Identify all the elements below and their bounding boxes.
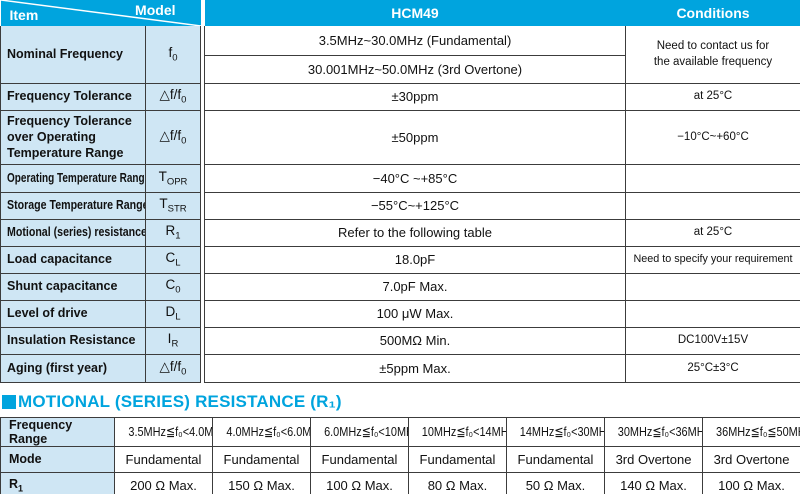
- mode-cell: 3rd Overtone: [604, 445, 703, 473]
- item-label: Aging (first year): [0, 353, 146, 383]
- model-header-label: Model: [135, 2, 176, 18]
- spec-row-operating-temp: Operating Temperature Range TOPR −40°C ~…: [0, 163, 800, 193]
- value-fundamental-range: 3.5MHz~30.0MHz (Fundamental): [204, 26, 626, 56]
- range-cell: 4.0MHz≦f₀<6.0MHz: [212, 416, 311, 447]
- symbol-cl: CL: [145, 245, 201, 274]
- mode-row: Mode Fundamental Fundamental Fundamental…: [0, 445, 800, 473]
- symbol-ir: IR: [145, 326, 201, 355]
- item-header-label: Item: [9, 7, 39, 23]
- value-cell: 18.0pF: [204, 245, 626, 274]
- item-label: Level of drive: [0, 299, 146, 328]
- mode-cell: Fundamental: [310, 445, 409, 473]
- item-model-header-cell: Item Model: [0, 0, 201, 26]
- symbol-df-f0: △f/f0: [145, 109, 201, 165]
- symbol-tstr: TSTR: [145, 191, 201, 220]
- value-cell: ±50ppm: [204, 109, 626, 165]
- value-cell: 100 μW Max.: [204, 299, 626, 328]
- header-gap: [200, 0, 205, 26]
- symbol-dl: DL: [145, 299, 201, 328]
- spec-header-row: Item Model HCM49 Conditions: [0, 0, 800, 26]
- item-label: Shunt capacitance: [0, 272, 146, 301]
- spec-row-aging: Aging (first year) △f/f0 ±5ppm Max. 25°C…: [0, 353, 800, 383]
- value-cell: Refer to the following table: [204, 218, 626, 247]
- symbol-c0: C0: [145, 272, 201, 301]
- product-header: HCM49: [204, 0, 626, 26]
- mode-cell: 3rd Overtone: [702, 445, 800, 473]
- item-label: Nominal Frequency: [0, 26, 146, 84]
- section-title: MOTIONAL (SERIES) RESISTANCE (R₁): [18, 391, 342, 411]
- r1-cell: 140 Ω Max.: [604, 471, 703, 494]
- item-label: Insulation Resistance: [0, 326, 146, 355]
- item-label: Frequency Tolerance: [0, 82, 146, 111]
- diagonal-divider-icon: [0, 0, 201, 26]
- range-cell: 36MHz≦f₀≦50MHz: [702, 416, 800, 447]
- spec-row-storage-temp: Storage Temperature Range TSTR −55°C~+12…: [0, 191, 800, 220]
- item-label: Load capacitance: [0, 245, 146, 274]
- symbol-r1: R1: [145, 218, 201, 247]
- item-label: Storage Temperature Range: [0, 191, 146, 220]
- spec-row-insulation-resistance: Insulation Resistance IR 500MΩ Min. DC10…: [0, 326, 800, 355]
- mode-cell: Fundamental: [114, 445, 213, 473]
- frequency-range-row: Frequency Range 3.5MHz≦f₀<4.0MHz 4.0MHz≦…: [0, 416, 800, 447]
- value-cell: −40°C ~+85°C: [204, 163, 626, 193]
- item-label: Operating Temperature Range: [0, 163, 146, 193]
- spec-row-motional-resistance: Motional (series) resistance R1 Refer to…: [0, 218, 800, 247]
- condition-cell: at 25°C: [625, 218, 800, 247]
- motional-resistance-table: Frequency Range 3.5MHz≦f₀<4.0MHz 4.0MHz≦…: [0, 416, 800, 494]
- value-cell: ±5ppm Max.: [204, 353, 626, 383]
- condition-cell: Need to specify your requirement: [625, 245, 800, 274]
- range-cell: 30MHz≦f₀<36MHz: [604, 416, 703, 447]
- value-cell: 7.0pF Max.: [204, 272, 626, 301]
- column-gap: [200, 26, 205, 83]
- mode-cell: Fundamental: [212, 445, 311, 473]
- item-label: Frequency Tolerance over Operating Tempe…: [0, 109, 146, 165]
- condition-cell: [625, 191, 800, 220]
- r1-cell: 100 Ω Max.: [702, 471, 800, 494]
- spec-row-tolerance-over-temp: Frequency Tolerance over Operating Tempe…: [0, 109, 800, 165]
- condition-nominal: Need to contact us for the available fre…: [625, 26, 800, 84]
- spec-row-nominal-frequency: Nominal Frequency f0 3.5MHz~30.0MHz (Fun…: [0, 26, 800, 84]
- condition-cell: −10°C~+60°C: [625, 109, 800, 165]
- condition-cell: [625, 299, 800, 328]
- value-cell: ±30ppm: [204, 82, 626, 111]
- range-cell: 14MHz≦f₀<30MHz: [506, 416, 605, 447]
- spec-row-level-of-drive: Level of drive DL 100 μW Max.: [0, 299, 800, 328]
- condition-cell: DC100V±15V: [625, 326, 800, 355]
- section-marker-icon: [2, 394, 16, 409]
- value-overtone-range: 30.001MHz~50.0MHz (3rd Overtone): [204, 54, 626, 84]
- conditions-header: Conditions: [625, 0, 800, 26]
- range-cell: 3.5MHz≦f₀<4.0MHz: [114, 416, 213, 447]
- symbol-df-f0: △f/f0: [145, 353, 201, 383]
- value-cell: 500MΩ Min.: [204, 326, 626, 355]
- r1-label: R1: [0, 471, 115, 494]
- symbol-topr: TOPR: [145, 163, 201, 193]
- spec-row-shunt-capacitance: Shunt capacitance C0 7.0pF Max.: [0, 272, 800, 301]
- range-cell: 6.0MHz≦f₀<10MHz: [310, 416, 409, 447]
- mode-cell: Fundamental: [506, 445, 605, 473]
- r1-cell: 100 Ω Max.: [310, 471, 409, 494]
- section-heading: MOTIONAL (SERIES) RESISTANCE (R₁): [2, 391, 800, 413]
- condition-cell: 25°C±3°C: [625, 353, 800, 383]
- spec-row-load-capacitance: Load capacitance CL 18.0pF Need to speci…: [0, 245, 800, 274]
- spec-row-frequency-tolerance: Frequency Tolerance △f/f0 ±30ppm at 25°C: [0, 82, 800, 111]
- mode-label: Mode: [0, 445, 115, 473]
- frequency-range-label: Frequency Range: [0, 416, 115, 447]
- value-cell: −55°C~+125°C: [204, 191, 626, 220]
- range-cell: 10MHz≦f₀<14MHz: [408, 416, 507, 447]
- condition-cell: at 25°C: [625, 82, 800, 111]
- r1-cell: 80 Ω Max.: [408, 471, 507, 494]
- r1-row: R1 200 Ω Max. 150 Ω Max. 100 Ω Max. 80 Ω…: [0, 471, 800, 494]
- symbol-f0: f0: [145, 26, 201, 84]
- condition-cell: [625, 272, 800, 301]
- item-label: Motional (series) resistance: [0, 218, 146, 247]
- specifications-table: Item Model HCM49 Conditions Nominal Freq…: [0, 0, 800, 383]
- r1-cell: 50 Ω Max.: [506, 471, 605, 494]
- symbol-df-f0: △f/f0: [145, 82, 201, 111]
- r1-cell: 150 Ω Max.: [212, 471, 311, 494]
- r1-cell: 200 Ω Max.: [114, 471, 213, 494]
- mode-cell: Fundamental: [408, 445, 507, 473]
- condition-cell: [625, 163, 800, 193]
